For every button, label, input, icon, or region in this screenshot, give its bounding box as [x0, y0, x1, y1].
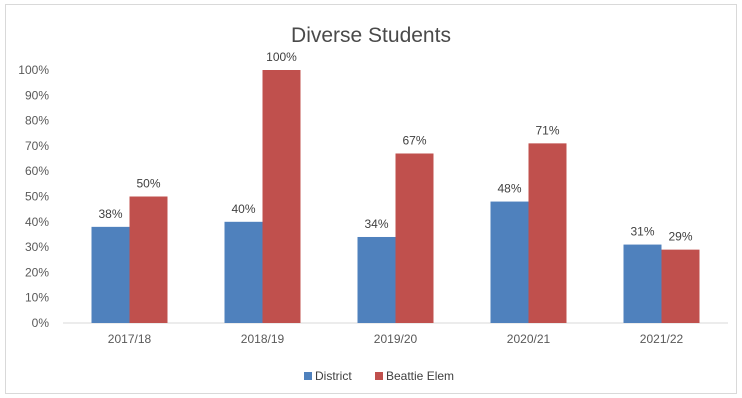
y-tick-label: 10% [25, 291, 49, 305]
y-tick-label: 50% [25, 190, 49, 204]
y-axis: 0% 10% 20% 30% 40% 50% 60% 70% 80% 90% 100% [18, 63, 49, 330]
y-tick-label: 60% [25, 164, 49, 178]
chart-frame [5, 4, 737, 394]
bar-beattie-elem-2021-22 [661, 249, 700, 323]
data-label: 40% [231, 202, 255, 216]
bar-district-2017-18 [91, 226, 130, 323]
bar-beattie-elem-2018-19 [262, 70, 301, 323]
data-label: 38% [98, 207, 122, 221]
legend-label: District [315, 369, 352, 383]
y-tick-label: 20% [25, 265, 49, 279]
y-tick-label: 70% [25, 139, 49, 153]
bar-district-2021-22 [623, 244, 662, 323]
bar-beattie-elem-2017-18 [129, 196, 168, 323]
y-tick-label: 40% [25, 215, 49, 229]
chart-title: Diverse Students [291, 24, 451, 47]
legend: District Beattie Elem [304, 369, 454, 383]
y-tick-label: 30% [25, 240, 49, 254]
bar-beattie-elem-2020-21 [528, 143, 567, 323]
x-axis: 2017/18 2018/19 2019/20 2020/21 2021/22 [63, 322, 728, 346]
bar-district-2020-21 [490, 201, 529, 323]
bar-district-2019-20 [357, 236, 396, 323]
data-label: 100% [266, 50, 297, 64]
y-tick-label: 100% [18, 63, 49, 77]
data-label: 34% [364, 217, 388, 231]
y-tick-label: 0% [32, 316, 50, 330]
bars-group [91, 70, 700, 323]
data-labels-group: 38% 40% 34% 48% 31% 50% 100% 67% 71% 29% [98, 50, 692, 244]
y-tick-label: 80% [25, 114, 49, 128]
legend-swatch [304, 372, 312, 380]
data-label: 50% [136, 177, 160, 191]
legend-swatch [375, 372, 383, 380]
bar-district-2018-19 [224, 221, 263, 323]
legend-label: Beattie Elem [386, 369, 454, 383]
bar-beattie-elem-2019-20 [395, 153, 434, 323]
data-label: 48% [497, 182, 521, 196]
x-tick-label: 2020/21 [507, 332, 551, 346]
x-tick-label: 2018/19 [241, 332, 285, 346]
data-label: 67% [402, 133, 426, 147]
x-tick-label: 2019/20 [374, 332, 418, 346]
x-tick-label: 2021/22 [640, 332, 684, 346]
x-tick-label: 2017/18 [108, 332, 152, 346]
data-label: 31% [630, 225, 654, 239]
data-label: 29% [668, 230, 692, 244]
y-tick-label: 90% [25, 88, 49, 102]
data-label: 71% [535, 123, 559, 137]
